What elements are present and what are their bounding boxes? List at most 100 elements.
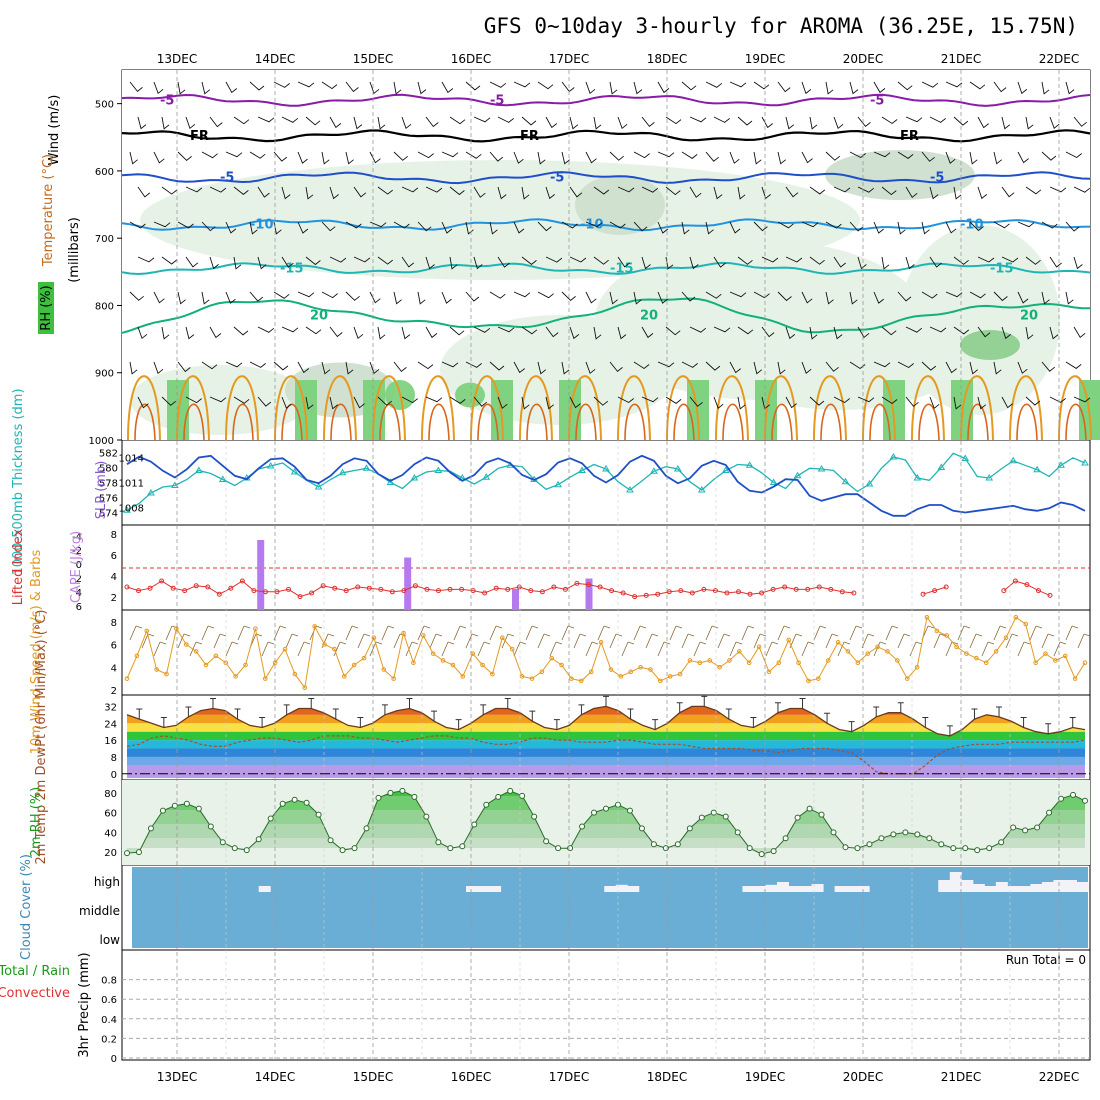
cape-tick-label: 8 bbox=[111, 530, 117, 541]
thickness-point bbox=[961, 454, 970, 461]
wind-speed-point bbox=[440, 658, 446, 663]
lifted-index-point bbox=[643, 592, 649, 598]
rh-point bbox=[591, 809, 598, 816]
wind-speed-point bbox=[391, 676, 396, 681]
wind-speed-point bbox=[490, 671, 495, 677]
lifted-index-point bbox=[343, 588, 349, 594]
wind-speed-point bbox=[638, 664, 643, 670]
thickness-point bbox=[793, 471, 802, 479]
wind-speed-point bbox=[885, 649, 890, 654]
pressure-tick-label: 1000 bbox=[89, 436, 114, 447]
rh-point bbox=[938, 841, 945, 848]
date-label-top: 19DEC bbox=[745, 52, 785, 66]
rh-point bbox=[363, 825, 370, 832]
isotherm-label: -10 bbox=[580, 218, 604, 233]
wind-speed-point bbox=[855, 660, 861, 666]
rh-point bbox=[698, 814, 705, 821]
cloud-high-cell bbox=[765, 884, 778, 892]
wind-speed-point bbox=[667, 674, 673, 679]
rh-point bbox=[124, 850, 130, 857]
surface-wind-barbs bbox=[129, 625, 1091, 657]
isotherm-line bbox=[121, 171, 1091, 185]
rh-point bbox=[555, 845, 562, 852]
lifted-index-point bbox=[239, 578, 245, 584]
cloud-high-cell bbox=[972, 884, 985, 892]
precip-tick-label: 0.2 bbox=[101, 1034, 117, 1045]
rh-point bbox=[483, 801, 490, 808]
isotherm-line bbox=[121, 261, 1091, 276]
temp-minmax-bar bbox=[652, 719, 659, 730]
temp-minmax-bar bbox=[283, 704, 290, 715]
lifted-index-point bbox=[1012, 578, 1018, 584]
wind-speed-point bbox=[480, 662, 485, 668]
cloud-high-cell bbox=[258, 886, 271, 892]
rh-point bbox=[974, 847, 981, 854]
lifted-index-point bbox=[839, 589, 845, 595]
lifted-index-point bbox=[528, 588, 534, 594]
grid-lines bbox=[176, 70, 1060, 1060]
rh-point bbox=[387, 789, 394, 796]
rh-tick-label: 40 bbox=[104, 828, 117, 839]
lifted-index-point bbox=[747, 591, 753, 597]
cloud-high-cell bbox=[834, 886, 847, 892]
rh-point bbox=[782, 835, 789, 842]
precip-axis-label: 3hr Precip (mm) bbox=[77, 952, 92, 1057]
thickness-point bbox=[338, 468, 347, 476]
thickness-point bbox=[171, 481, 179, 488]
rh-tick-label: 60 bbox=[104, 809, 117, 820]
temp-band bbox=[127, 723, 1085, 732]
lifted-index-point bbox=[170, 585, 176, 591]
date-label-top: 22DEC bbox=[1039, 52, 1079, 66]
lifted-index-point bbox=[309, 590, 315, 596]
wind-speed-point bbox=[509, 646, 515, 652]
rh-point bbox=[626, 807, 633, 814]
thickness-point bbox=[147, 489, 155, 496]
lifted-index-point bbox=[632, 594, 638, 600]
rh-point bbox=[519, 792, 526, 799]
wind-speed-point bbox=[1062, 653, 1068, 659]
rh-point bbox=[806, 805, 813, 812]
rh-point bbox=[794, 814, 801, 821]
rh-legend-label: RH (%) bbox=[39, 285, 54, 330]
cloud-axis-label: Cloud Cover (%) bbox=[19, 854, 34, 960]
date-label-bottom: 21DEC bbox=[941, 1070, 981, 1084]
cloud-high-cell bbox=[938, 880, 951, 892]
thickness-point bbox=[697, 486, 706, 493]
temp-minmax-bar bbox=[234, 708, 241, 720]
wind-speed-point bbox=[983, 660, 989, 666]
rh-point bbox=[423, 813, 430, 820]
thickness-point bbox=[721, 466, 730, 473]
temp-minmax-bar bbox=[160, 716, 167, 728]
thickness-point bbox=[745, 461, 754, 468]
thickness-point bbox=[626, 486, 634, 493]
rh-point bbox=[722, 813, 729, 820]
temp-minmax-bar bbox=[725, 708, 732, 720]
wind-speed-point bbox=[658, 678, 663, 684]
wind-speed-point bbox=[361, 655, 367, 661]
lifted-index-point bbox=[412, 583, 418, 589]
lifted-index-point bbox=[724, 590, 730, 596]
cloud-tick-label: high bbox=[94, 875, 120, 889]
isotherm-label: -5 bbox=[160, 93, 174, 108]
thickness-point bbox=[889, 453, 898, 460]
rh-point bbox=[543, 838, 550, 845]
lifted-index-point bbox=[1047, 592, 1053, 598]
lifted-index-point bbox=[932, 588, 938, 594]
wind-speed-point bbox=[351, 662, 357, 668]
isotherm-label: -15 bbox=[280, 261, 304, 276]
rh-2m-panel: 80 60 40 20 bbox=[104, 780, 1090, 865]
wind-speed-point bbox=[598, 639, 604, 645]
lifted-index-line bbox=[126, 580, 1051, 598]
rh-point bbox=[351, 845, 358, 852]
rh-point bbox=[926, 835, 933, 842]
li-tick-label: -2 bbox=[72, 546, 82, 557]
rh-point bbox=[902, 829, 909, 836]
wind-speed-point bbox=[914, 664, 920, 670]
rh-shade-7 bbox=[825, 150, 975, 200]
li-tick-label: -4 bbox=[72, 532, 82, 543]
isotherm-label: -5 bbox=[870, 93, 884, 108]
pressure-tick-label: 700 bbox=[95, 234, 114, 245]
thickness-slp-panel: 582 580 578 576 574 1014 1011 1008 bbox=[99, 449, 1089, 520]
rh-point bbox=[962, 845, 969, 852]
precip-legend-total: Total / Rain bbox=[0, 964, 70, 979]
